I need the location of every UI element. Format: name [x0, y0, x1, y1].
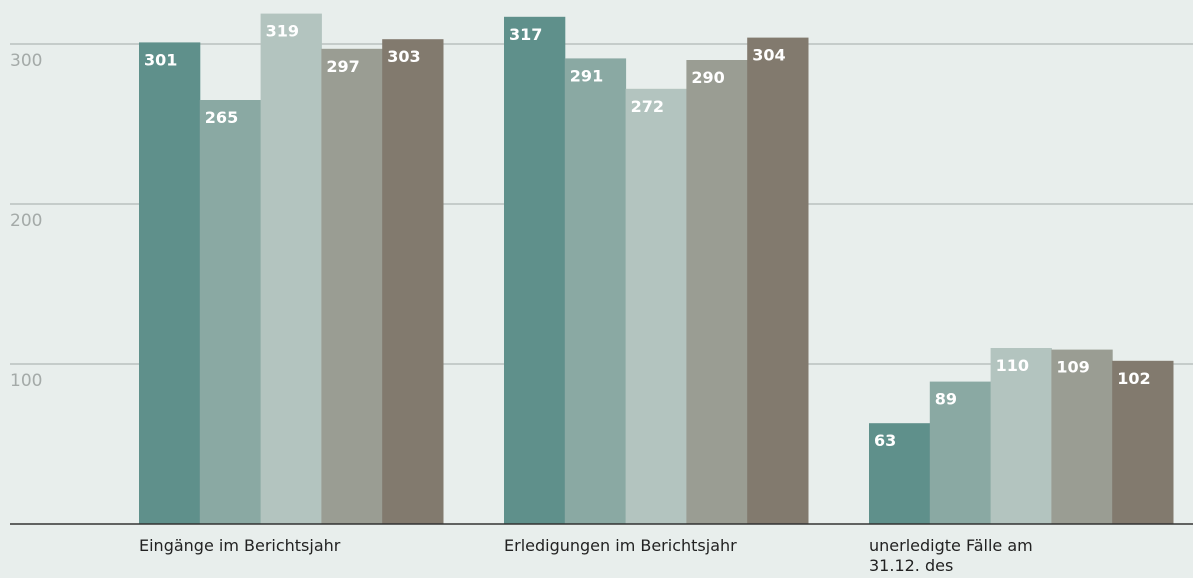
bar: [869, 423, 931, 524]
value-label: 63: [874, 431, 896, 450]
value-label: 89: [935, 390, 957, 409]
bar: [625, 88, 687, 525]
bar: [929, 381, 992, 524]
bar: [686, 60, 748, 524]
y-tick-label: 100: [10, 371, 42, 391]
value-label: 265: [205, 108, 238, 127]
bar: [1112, 360, 1174, 524]
bar: [260, 13, 322, 524]
bar: [382, 39, 444, 524]
y-tick-label: 200: [10, 211, 42, 231]
value-label: 272: [631, 97, 664, 116]
bar: [990, 348, 1052, 524]
value-label: 290: [691, 68, 724, 87]
bar: [564, 58, 627, 525]
value-label: 301: [144, 50, 177, 69]
value-label: 102: [1117, 369, 1150, 388]
bar: [504, 16, 566, 525]
value-label: 297: [326, 57, 359, 76]
value-label: 303: [387, 47, 420, 66]
bar: [139, 42, 201, 525]
bar: [1051, 349, 1113, 524]
value-label: 319: [266, 22, 299, 41]
bar: [747, 37, 809, 524]
y-tick-label: 300: [10, 51, 42, 71]
x-tick-label: unerledigte Fälle am 31.12. des Berichts…: [869, 536, 1033, 578]
value-label: 304: [752, 46, 785, 65]
value-label: 317: [509, 25, 542, 44]
bar: [321, 48, 383, 525]
x-tick-label: Erledigungen im Berichtsjahr: [504, 536, 737, 555]
value-label: 110: [996, 356, 1029, 375]
value-label: 109: [1056, 358, 1089, 377]
bar: [199, 100, 262, 524]
value-label: 291: [570, 66, 603, 85]
x-tick-label: Eingänge im Berichtsjahr: [139, 536, 341, 555]
